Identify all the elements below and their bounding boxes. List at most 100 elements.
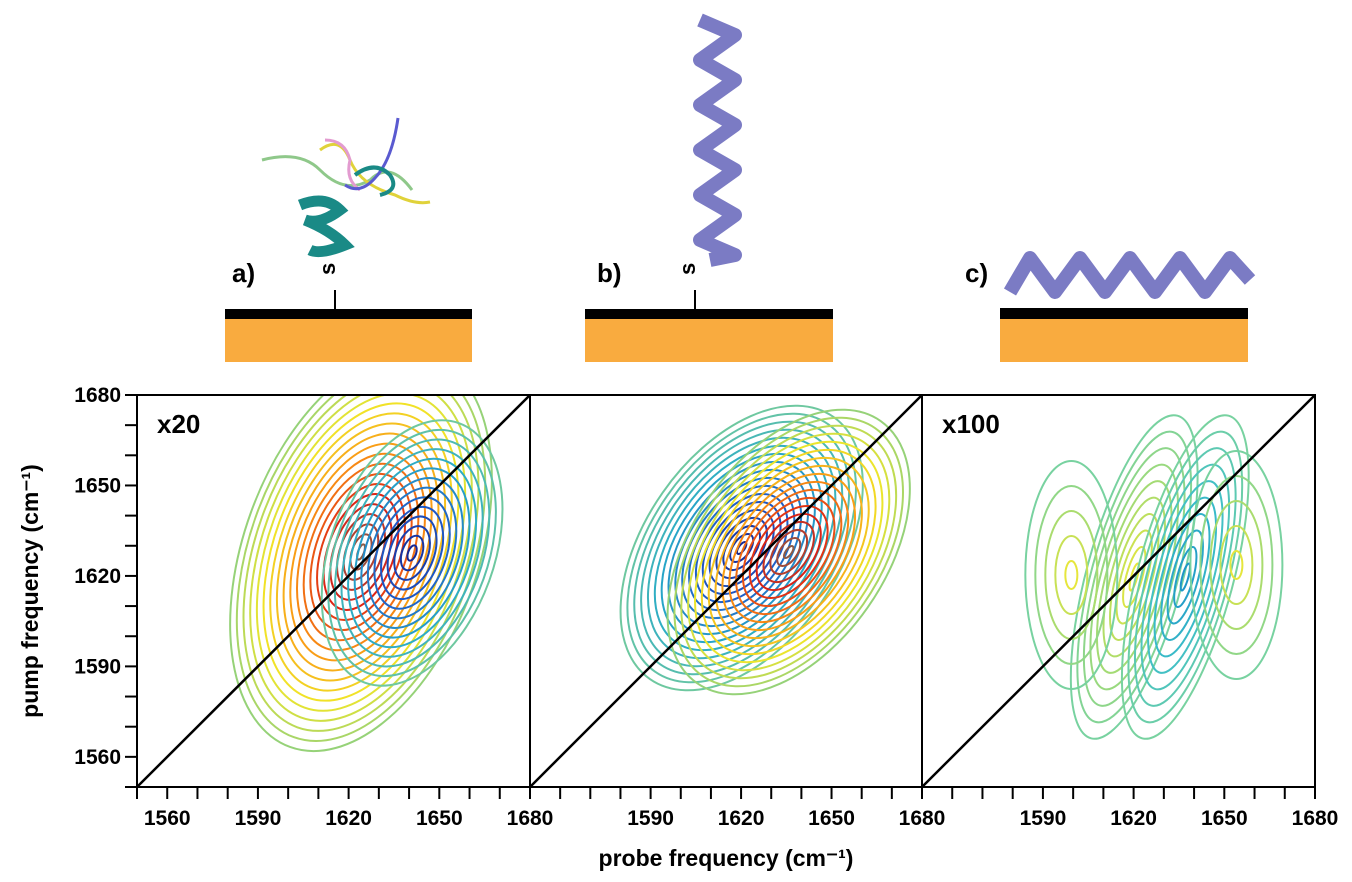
contour-line [694, 440, 884, 664]
contour-line [269, 412, 453, 692]
diagonal [529, 394, 923, 788]
scale-annotation: x100 [942, 409, 1000, 439]
x-tick-label: 1680 [507, 807, 554, 830]
diagonal [921, 394, 1316, 788]
contour-line [386, 515, 438, 591]
contour-line [1122, 545, 1147, 609]
contour-line [255, 395, 467, 712]
contour-line [640, 428, 844, 668]
contour-plot [619, 404, 911, 696]
contour-line [701, 500, 782, 596]
contour-line [667, 460, 816, 636]
contour-line [380, 505, 445, 601]
contour-plot [229, 395, 504, 753]
panel-label: b) [597, 258, 622, 288]
contour-line [646, 436, 837, 660]
contour-line [406, 544, 418, 562]
contour-line [333, 438, 491, 668]
contour-line [666, 408, 911, 696]
contour-line [1189, 450, 1284, 680]
contour-line [1229, 550, 1244, 580]
contour-line [320, 419, 504, 687]
linker-label: s [315, 263, 340, 275]
contour-line [1115, 529, 1153, 625]
y-tick-label: 1590 [74, 655, 121, 678]
y-tick-label: 1560 [74, 746, 121, 769]
contour-line [769, 529, 809, 575]
contour-line [762, 520, 815, 584]
contour-line [373, 496, 451, 610]
linker-label: s [675, 263, 700, 275]
y-axis-title: pump frequency (cm⁻¹) [17, 464, 43, 718]
y-tick-label: 1650 [74, 474, 121, 497]
contour-line [776, 537, 802, 567]
contour-line [674, 468, 809, 628]
contour-line [1064, 560, 1079, 590]
x-tick-label: 1560 [144, 807, 191, 830]
scale-annotation: x20 [157, 409, 200, 439]
contour-line [700, 448, 877, 656]
contour-line [1054, 535, 1089, 615]
y-tick-label: 1620 [74, 565, 121, 588]
contour-line [1153, 496, 1218, 658]
x-tick-label: 1590 [235, 807, 282, 830]
x-tick-label: 1590 [627, 807, 674, 830]
contour-line [1199, 475, 1274, 655]
contour-line [353, 467, 471, 639]
schematic-a [225, 117, 472, 362]
contour-line [1173, 545, 1198, 609]
schematic-b [585, 13, 833, 362]
contour-line [1209, 500, 1264, 630]
x-tick-label: 1680 [1292, 807, 1339, 830]
contour-line [327, 428, 497, 678]
panel-label: a) [232, 258, 255, 288]
contour-line [721, 472, 857, 632]
x-tick-label: 1650 [416, 807, 463, 830]
plot-frame [921, 394, 1316, 788]
contour-line [735, 488, 843, 616]
x-tick-label: 1650 [808, 807, 855, 830]
contour-line [1089, 463, 1180, 691]
contour-line [1034, 485, 1109, 665]
contour-line [728, 480, 850, 624]
contour-line [653, 444, 830, 652]
contour-line [340, 448, 484, 658]
contour-line [673, 416, 904, 688]
contour-line [1166, 529, 1204, 625]
contour-line [262, 402, 460, 702]
diagonal [136, 394, 531, 788]
contour-line [707, 456, 870, 648]
contour-line [399, 534, 425, 572]
x-tick-label: 1620 [718, 807, 765, 830]
x-tick-label: 1590 [1020, 807, 1067, 830]
contour-line [347, 457, 478, 649]
y-tick-label: 1680 [74, 384, 121, 407]
x-tick-label: 1620 [325, 807, 372, 830]
contour-line [289, 442, 433, 662]
contour-line [755, 512, 822, 592]
contour-line [1128, 562, 1140, 592]
panel-label: c) [965, 258, 988, 288]
contour-line [1133, 447, 1237, 707]
contour-line [329, 503, 393, 601]
contour-line [1120, 414, 1250, 740]
contour-line [687, 432, 891, 672]
contour-line [229, 395, 493, 753]
schematic-c [1000, 251, 1256, 362]
x-tick-label: 1680 [899, 807, 946, 830]
contour-line [1179, 562, 1191, 592]
x-axis-title: probe frequency (cm⁻¹) [599, 845, 854, 871]
contour-line [1160, 513, 1211, 641]
x-tick-label: 1620 [1110, 807, 1157, 830]
contour-line [1219, 525, 1254, 605]
x-tick-label: 1650 [1201, 807, 1248, 830]
contour-line [393, 525, 431, 581]
contour-line [741, 496, 836, 608]
contour-line [748, 504, 829, 600]
contour-line [360, 477, 464, 629]
contour-line [1024, 460, 1119, 690]
contour-line [783, 545, 795, 559]
contour-plot [1024, 414, 1284, 740]
